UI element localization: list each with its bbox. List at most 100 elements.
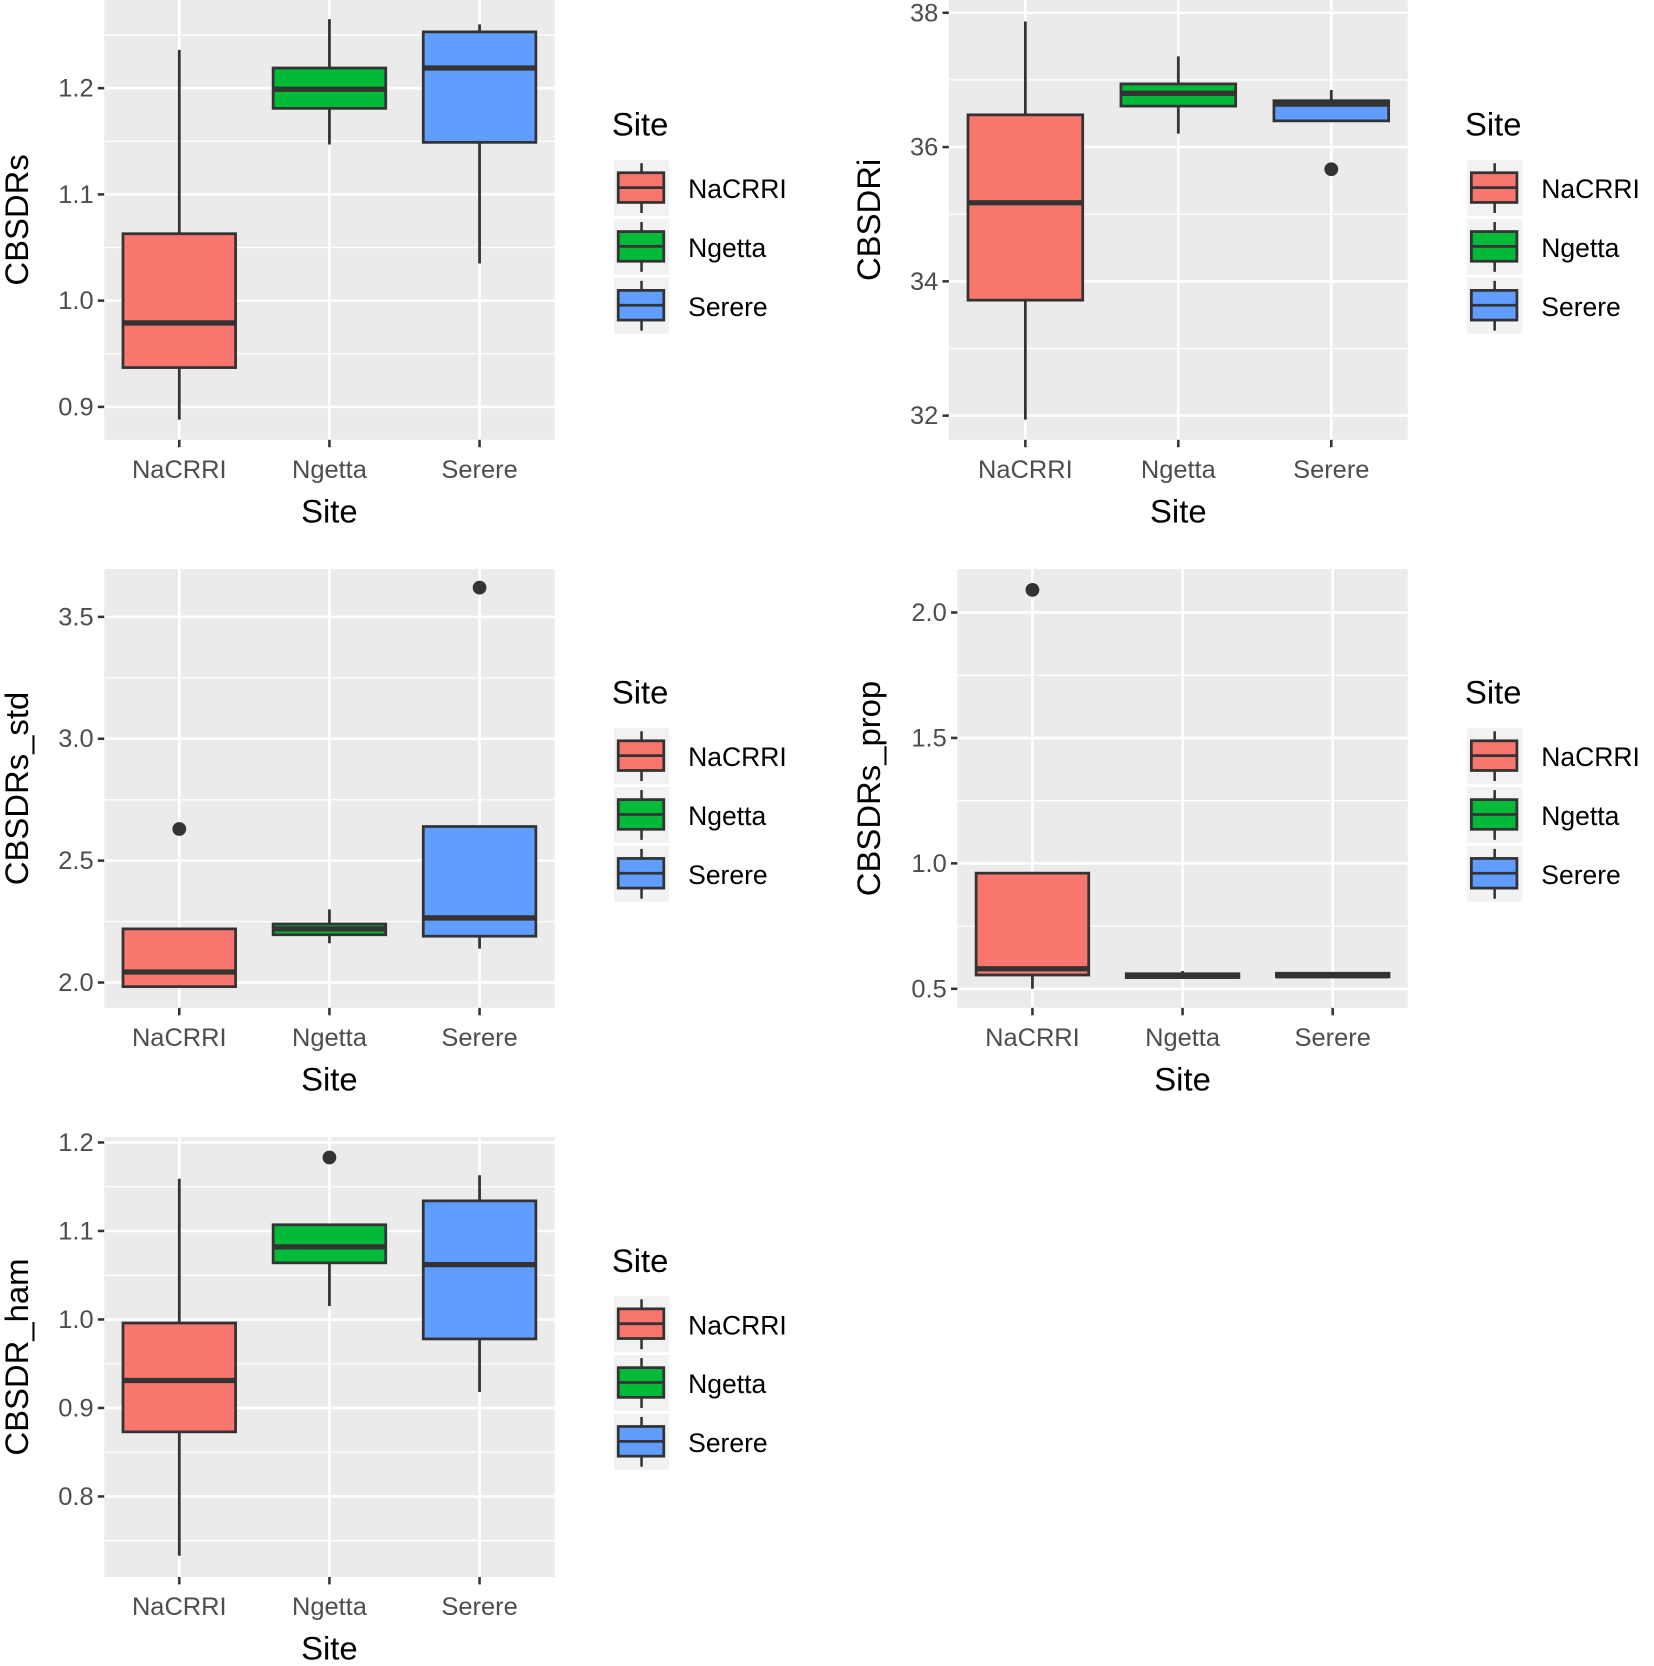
y-tick-label: 34 [910, 268, 938, 296]
box-Serere [421, 580, 538, 949]
y-axis-title: CBSDRs_prop [850, 681, 887, 896]
y-tick-label: 1.0 [58, 287, 93, 315]
x-tick-label: Serere [441, 456, 517, 484]
legend-title: Site [612, 674, 669, 711]
y-tick-label: 1.1 [58, 181, 93, 209]
y-tick-label: 0.9 [58, 1394, 93, 1422]
box-iqr [121, 1321, 237, 1434]
legend-label: NaCRRI [1541, 742, 1640, 772]
y-tick-label: 36 [910, 134, 938, 162]
legend-label: Serere [688, 1428, 768, 1458]
box-Ngetta [271, 909, 388, 944]
outlier-point [172, 822, 187, 836]
x-tick-label: Serere [1293, 456, 1369, 484]
legend-label: Serere [688, 860, 768, 890]
y-tick-label: 38 [910, 0, 938, 27]
legend: Site NaCRRI Ngetta Serere [612, 1242, 787, 1470]
y-axis-title: CBSDRs [0, 154, 35, 285]
legend-label: NaCRRI [1541, 174, 1640, 204]
y-tick-label: 1.0 [58, 1306, 93, 1334]
box-NaCRRI [121, 1178, 237, 1556]
legend-title: Site [612, 1242, 669, 1279]
box-iqr [421, 1199, 538, 1341]
box-Ngetta [1119, 56, 1238, 134]
x-axis-title: Site [301, 1061, 358, 1098]
box-NaCRRI [974, 583, 1091, 989]
x-axis-title: Site [301, 492, 358, 529]
box-iqr [121, 927, 237, 989]
box-Serere [421, 1175, 538, 1393]
y-tick-label: 1.5 [911, 724, 946, 752]
y-tick-label: 0.5 [911, 975, 946, 1003]
legend-title: Site [1465, 674, 1522, 711]
box-Ngetta [1124, 970, 1241, 979]
box-iqr [421, 30, 538, 144]
x-tick-label: Serere [1295, 1024, 1371, 1052]
x-tick-label: NaCRRI [985, 1024, 1080, 1052]
x-tick-label: NaCRRI [132, 456, 227, 484]
box-iqr [974, 871, 1091, 977]
panel-CBSDR_ham: 0.8 0.9 1.0 1.1 1.2 NaCRRI Ngetta Serere Site CBS… [0, 1129, 787, 1666]
x-tick-label: Serere [441, 1024, 517, 1052]
y-axis-title: CBSDRs_std [0, 692, 35, 885]
legend-label: Ngetta [688, 801, 766, 831]
box-NaCRRI [966, 21, 1085, 420]
x-axis-title: Site [301, 1630, 358, 1666]
x-tick-label: NaCRRI [978, 456, 1073, 484]
x-tick-label: Ngetta [1141, 456, 1217, 484]
y-axis-title: CBSDR_ham [0, 1258, 35, 1455]
y-tick-label: 0.9 [58, 393, 93, 421]
box-iqr [121, 232, 237, 369]
y-tick-label: 2.0 [58, 969, 93, 997]
panel-CBSDRs_prop: 0.5 1.0 1.5 2.0 NaCRRI Ngetta Serere Site CBSDRs… [850, 569, 1640, 1098]
legend-label: Ngetta [688, 1369, 766, 1399]
box-NaCRRI [121, 49, 237, 420]
legend-label: NaCRRI [688, 1310, 787, 1340]
legend-label: NaCRRI [688, 742, 787, 772]
panel-CBSDRs: 0.9 1.0 1.1 1.2 NaCRRI Ngetta Serere Site CBSDRs… [0, 0, 787, 529]
legend-title: Site [1465, 106, 1522, 143]
x-axis-title: Site [1154, 1061, 1211, 1098]
legend: Site NaCRRI Ngetta Serere [1465, 674, 1640, 902]
legend-label: Serere [688, 292, 768, 322]
y-tick-label: 3.0 [58, 725, 93, 753]
x-tick-label: Ngetta [292, 1593, 368, 1621]
y-tick-label: 3.5 [58, 603, 93, 631]
panel-CBSDRi: 32 34 36 38 NaCRRI Ngetta Serere Site CBSDRi Site… [850, 0, 1640, 529]
x-tick-label: NaCRRI [132, 1593, 227, 1621]
legend: Site NaCRRI Ngetta Serere [612, 106, 787, 334]
y-tick-label: 1.1 [58, 1217, 93, 1245]
legend-label: Ngetta [1541, 801, 1619, 831]
panel-CBSDRs_std: 2.0 2.5 3.0 3.5 NaCRRI Ngetta Serere Site CBSDRs… [0, 569, 787, 1098]
legend: Site NaCRRI Ngetta Serere [612, 674, 787, 902]
box-Ngetta [271, 19, 388, 145]
legend-label: Ngetta [1541, 233, 1619, 263]
y-tick-label: 1.2 [58, 75, 93, 103]
box-iqr [966, 113, 1085, 302]
legend: Site NaCRRI Ngetta Serere [1465, 106, 1640, 334]
legend-title: Site [612, 106, 669, 143]
y-tick-label: 1.2 [58, 1129, 93, 1157]
box-NaCRRI [121, 822, 237, 989]
outlier-point [322, 1150, 337, 1165]
y-tick-label: 2.0 [911, 599, 946, 627]
legend-label: Serere [1541, 292, 1621, 322]
y-tick-label: 0.8 [58, 1483, 93, 1511]
box-Serere [1275, 971, 1391, 979]
y-tick-label: 2.5 [58, 847, 93, 875]
y-tick-label: 32 [910, 402, 938, 430]
x-tick-label: Ngetta [292, 456, 368, 484]
legend-label: Ngetta [688, 233, 766, 263]
outlier-point [472, 580, 487, 595]
x-tick-label: NaCRRI [132, 1024, 227, 1052]
x-axis-title: Site [1150, 492, 1207, 529]
legend-label: NaCRRI [688, 174, 787, 204]
x-tick-label: Serere [441, 1593, 517, 1621]
box-iqr [271, 1223, 388, 1265]
outlier-point [1324, 162, 1339, 177]
box-Ngetta [271, 1150, 388, 1307]
outlier-point [1025, 583, 1040, 597]
x-tick-label: Ngetta [292, 1024, 368, 1052]
box-Serere [1272, 89, 1391, 177]
